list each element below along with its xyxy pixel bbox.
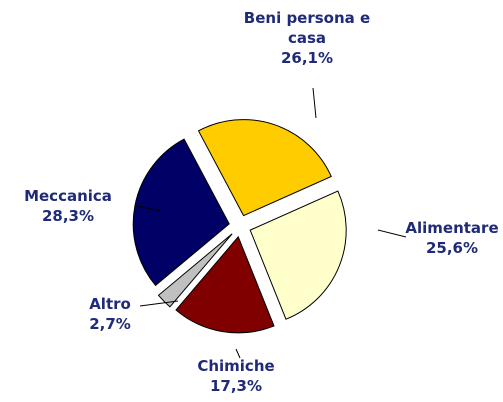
leader-line [137,205,161,212]
slice-value: 17,3% [209,377,263,395]
slice-name: Chimiche [197,357,275,375]
slice-name: Altro [89,295,131,313]
pie-slice [175,235,275,334]
slice-name: Alimentare [405,219,499,237]
slice-name: Meccanica [24,187,112,205]
slice-value: 2,7% [89,315,131,333]
pie-slice [132,138,230,287]
leader-line [312,87,317,119]
slice-value: 28,3% [41,207,95,225]
slice-label: Altro 2,7% [70,294,150,334]
slice-label: Meccanica 28,3% [3,186,133,226]
slice-label: Alimentare 25,6% [392,218,503,258]
slice-label: Beni persona e casa 26,1% [232,8,382,68]
leader-line [139,300,179,307]
slice-value: 25,6% [425,239,479,257]
leader-line [377,229,407,238]
pie-slice [249,190,347,320]
pie-slice [197,119,332,217]
pie-slice [157,233,233,308]
slice-label: Chimiche 17,3% [176,356,296,396]
leader-line [235,348,241,359]
slice-name: Beni persona e casa [243,9,371,47]
slice-value: 26,1% [280,49,334,67]
